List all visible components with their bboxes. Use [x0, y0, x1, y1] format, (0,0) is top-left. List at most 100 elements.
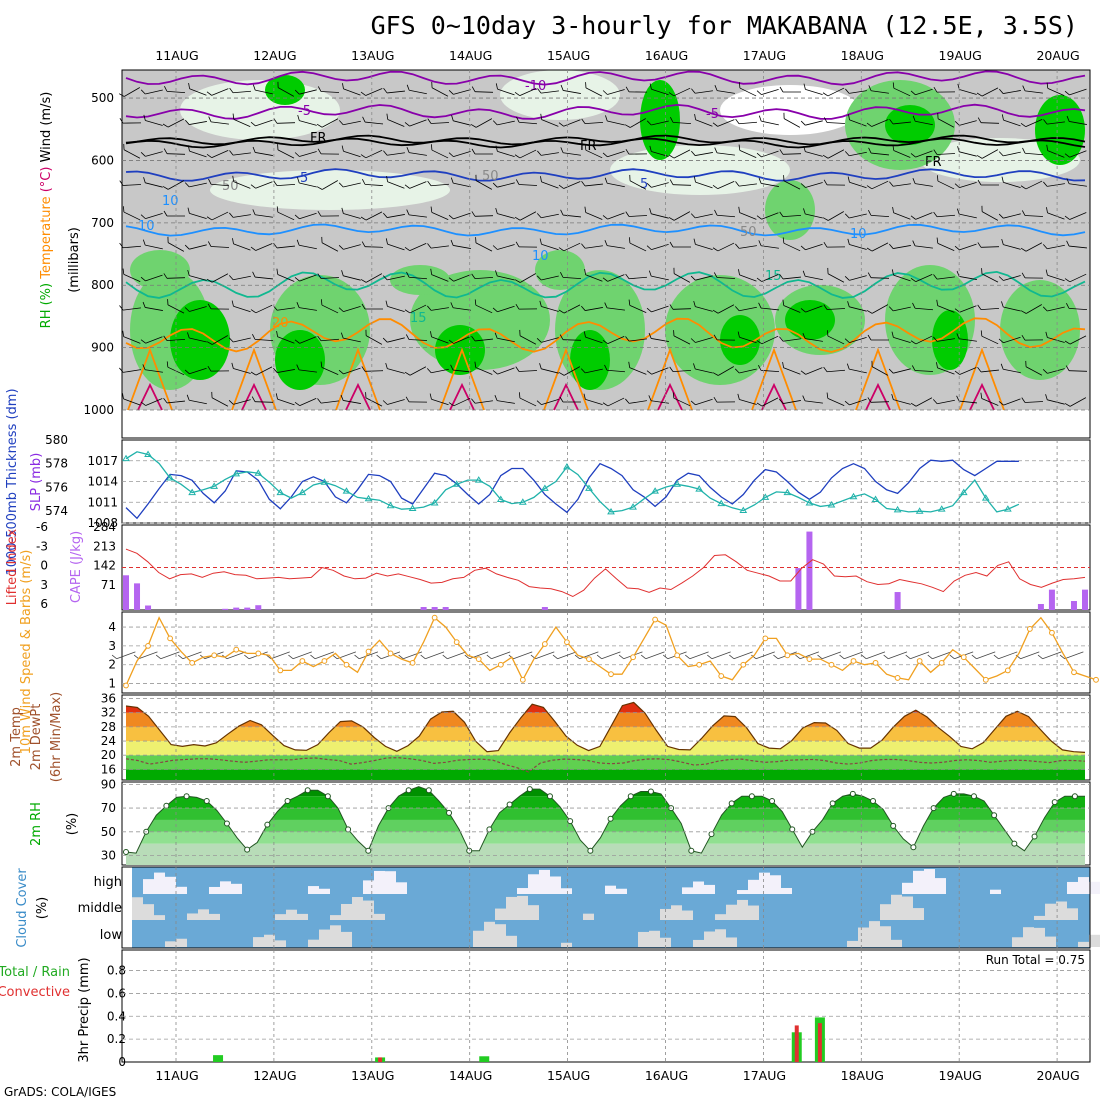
- barb-staff: [343, 305, 361, 313]
- wind-barb: [294, 212, 317, 220]
- barb-staff: [343, 367, 361, 375]
- barb-flag: [981, 268, 983, 274]
- wind-barb: [474, 361, 493, 375]
- barb-staff: [1024, 152, 1044, 156]
- barb-flag: [669, 179, 674, 185]
- barb-staff: [116, 651, 136, 660]
- barb-flag: [184, 244, 190, 250]
- barb-staff: [937, 305, 955, 313]
- barb-staff: [276, 183, 296, 187]
- barb-staff: [453, 182, 471, 188]
- barb-staff: [673, 397, 691, 407]
- barb-staff: [497, 88, 515, 96]
- wind-barb: [404, 366, 427, 376]
- barb-staff: [557, 651, 577, 660]
- wind-barb: [338, 120, 361, 126]
- date-label-bottom: 13AUG: [351, 1068, 394, 1083]
- barb-flag: [912, 302, 916, 309]
- wind-barb: [297, 114, 317, 126]
- barb-flag: [691, 150, 696, 156]
- barb-flag: [646, 182, 652, 188]
- cape-bar: [222, 608, 229, 610]
- barb-flag: [891, 393, 894, 400]
- barb-flag: [296, 302, 300, 308]
- cape-bar: [233, 607, 240, 610]
- temp-band: [126, 702, 1085, 713]
- slp-point: [540, 484, 549, 491]
- barb-flag: [823, 304, 828, 310]
- barb-flag: [250, 121, 256, 127]
- wind-speed-point: [806, 656, 813, 662]
- barb-flag: [140, 339, 146, 344]
- wind-barb: [758, 302, 779, 311]
- rh-point: [446, 809, 453, 816]
- barb-flag: [316, 186, 323, 190]
- barb-flag: [844, 151, 850, 156]
- barb-staff: [145, 398, 163, 406]
- barb-flag: [276, 206, 279, 213]
- surface-wind-barb: [1037, 651, 1062, 660]
- wind-barb: [427, 305, 449, 311]
- barb-flag: [142, 364, 146, 370]
- wind-barb: [628, 299, 647, 314]
- thickness-line: [125, 459, 1019, 520]
- barb-staff: [805, 213, 823, 219]
- barb-staff: [145, 244, 163, 250]
- wind-barb: [515, 303, 538, 310]
- cloud-cell: [737, 890, 748, 894]
- wind-barb: [625, 211, 648, 217]
- barb-flag: [584, 206, 587, 213]
- barb-flag: [338, 120, 344, 125]
- barb-staff: [805, 182, 823, 188]
- barb-staff: [1047, 337, 1065, 343]
- rh-blob: [265, 75, 305, 105]
- wind-barb: [866, 180, 889, 190]
- wind-speed-point: [123, 682, 129, 689]
- barb-staff: [695, 152, 713, 156]
- barb-staff: [343, 150, 361, 158]
- barb-flag: [690, 275, 696, 281]
- axis-label: Lifted Index: [5, 528, 20, 605]
- surface-wind-barb: [442, 651, 467, 660]
- barb-staff: [255, 276, 273, 280]
- wind-barb: [981, 205, 999, 221]
- wind-barb: [629, 237, 647, 252]
- barb-flag: [668, 92, 675, 97]
- slp-point: [122, 454, 130, 462]
- barb-staff: [365, 88, 383, 96]
- cloud-cell: [726, 937, 737, 947]
- surface-wind-barb: [398, 651, 423, 660]
- wind-barb: [232, 238, 251, 251]
- barb-staff: [453, 89, 471, 95]
- barb-flag: [949, 654, 955, 660]
- barb-staff: [189, 337, 207, 343]
- barb-staff: [959, 338, 977, 342]
- barb-staff: [849, 398, 867, 406]
- temp-tick: 32: [101, 706, 116, 720]
- barb-staff: [959, 243, 977, 251]
- wind-barb: [320, 361, 339, 376]
- axis-label: (millibars): [67, 227, 82, 293]
- wind-tick: 1: [108, 677, 116, 691]
- barb-staff: [717, 90, 735, 94]
- wind-barb: [361, 303, 383, 310]
- wind-barb: [494, 395, 515, 404]
- barb-staff: [430, 183, 450, 187]
- barb-staff: [1047, 121, 1065, 125]
- barb-flag: [206, 216, 213, 221]
- barb-flag: [596, 654, 602, 660]
- barb-staff: [145, 212, 163, 220]
- wind-speed-point: [1004, 667, 1011, 674]
- slp-point: [254, 469, 263, 476]
- wind-speed-point: [586, 656, 592, 662]
- barb-staff: [959, 367, 977, 375]
- barb-flag: [977, 242, 982, 248]
- barb-staff: [233, 399, 251, 405]
- slp-point: [893, 505, 902, 513]
- barb-staff: [651, 338, 669, 342]
- wind-barb: [296, 239, 317, 250]
- barb-staff: [871, 304, 889, 314]
- wind-barb: [802, 395, 823, 404]
- barb-flag: [827, 330, 829, 337]
- barb-flag: [910, 340, 917, 345]
